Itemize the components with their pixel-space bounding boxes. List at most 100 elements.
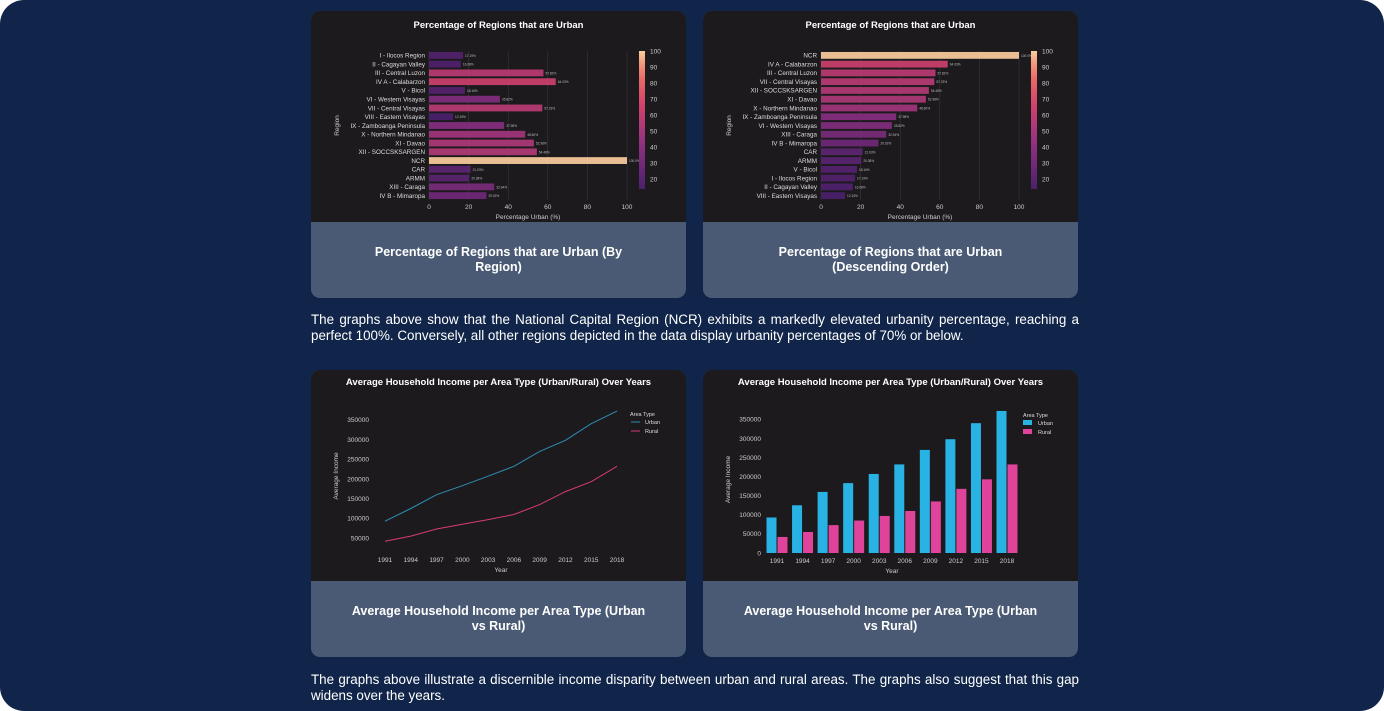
data-label: 12.15% bbox=[455, 115, 466, 119]
bar bbox=[821, 87, 929, 94]
x-tick-label: 0 bbox=[427, 204, 431, 211]
bar-rural bbox=[777, 536, 788, 553]
bar bbox=[821, 60, 948, 68]
category-label: X - Northern Mindanao bbox=[361, 132, 425, 139]
bar bbox=[821, 113, 897, 121]
bar-urban bbox=[894, 464, 905, 553]
category-label: V - Bicol bbox=[794, 167, 817, 174]
x-tick-label: 2018 bbox=[1000, 558, 1015, 565]
urbanity-paragraph: The graphs above show that the National … bbox=[311, 312, 1079, 343]
chart-plot: Average Household Income per Area Type (… bbox=[703, 370, 1078, 581]
data-label: 64.03% bbox=[558, 80, 569, 84]
x-tick-label: 1994 bbox=[404, 557, 419, 564]
y-tick-label: 100000 bbox=[347, 516, 369, 523]
chart-caption: Average Household Income per Area Type (… bbox=[351, 604, 646, 633]
bar-rural bbox=[879, 515, 890, 553]
x-axis-label: Percentage Urban (%) bbox=[888, 214, 953, 221]
y-tick-label: 200000 bbox=[739, 474, 761, 481]
bar bbox=[429, 51, 464, 59]
category-label: ARMM bbox=[798, 158, 817, 165]
bar-rural bbox=[854, 520, 865, 553]
x-tick-label: 2012 bbox=[949, 558, 964, 565]
x-axis-label: Percentage Urban (%) bbox=[496, 214, 561, 221]
bar bbox=[429, 139, 534, 147]
data-label: 20.38% bbox=[471, 177, 482, 181]
bar bbox=[821, 174, 856, 182]
bar-urban bbox=[996, 410, 1007, 553]
x-tick-label: 60 bbox=[544, 204, 552, 211]
legend-title: Area Type bbox=[1023, 413, 1048, 419]
bar bbox=[429, 113, 454, 121]
income-bar-chart: Average Household Income per Area Type (… bbox=[725, 377, 1053, 575]
bar-urban bbox=[792, 505, 803, 553]
data-label: 57.23% bbox=[544, 106, 555, 110]
bar-urban bbox=[766, 517, 777, 553]
category-label: CAR bbox=[804, 149, 818, 156]
category-label: CAR bbox=[412, 167, 426, 174]
bar-rural bbox=[803, 532, 814, 553]
data-label: 21.03% bbox=[473, 168, 484, 172]
y-tick-label: 50000 bbox=[351, 535, 369, 542]
colorbar-tick-label: 20 bbox=[1042, 177, 1050, 184]
data-label: 57.23% bbox=[936, 80, 947, 84]
colorbar bbox=[639, 51, 645, 189]
urban-percentage-descending-chart: Percentage of Regions that are Urban 0 20 4… bbox=[726, 20, 1053, 221]
x-tick-label: 2000 bbox=[846, 558, 861, 565]
colorbar-tick-label: 90 bbox=[650, 64, 658, 71]
data-label: 17.19% bbox=[465, 54, 476, 58]
y-tick-label: 200000 bbox=[347, 476, 369, 483]
data-label: 29.02% bbox=[488, 194, 499, 198]
bar bbox=[429, 122, 505, 129]
bar bbox=[429, 95, 500, 103]
y-tick-label: 300000 bbox=[739, 436, 761, 443]
category-label: XIII - Caraga bbox=[389, 184, 425, 191]
bar bbox=[821, 157, 862, 164]
colorbar-tick-label: 90 bbox=[1042, 64, 1050, 71]
bar-rural bbox=[905, 511, 916, 553]
bar bbox=[821, 51, 1019, 59]
data-label: 35.82% bbox=[502, 98, 513, 102]
data-label: 54.48% bbox=[539, 150, 550, 154]
chart-caption: Percentage of Regions that are Urban (De… bbox=[778, 245, 1003, 274]
x-tick-label: 2003 bbox=[481, 557, 496, 564]
series-line-urban bbox=[384, 410, 618, 522]
chart-card-income-bar: Average Household Income per Area Type (… bbox=[703, 370, 1078, 657]
x-axis-label: Year bbox=[494, 567, 508, 574]
income-paragraph: The graphs above illustrate a discernibl… bbox=[311, 672, 1079, 703]
colorbar-tick-label: 60 bbox=[650, 112, 658, 119]
bar-rural bbox=[828, 525, 839, 553]
data-label: 16.08% bbox=[463, 63, 474, 67]
x-tick-label: 2009 bbox=[923, 558, 938, 565]
category-label: XI - Davao bbox=[787, 97, 817, 104]
chart-plot: Average Household Income per Area Type (… bbox=[311, 370, 686, 581]
legend-label: Rural bbox=[1038, 430, 1051, 436]
bar bbox=[821, 130, 887, 138]
colorbar bbox=[1031, 51, 1037, 189]
bar bbox=[821, 78, 935, 86]
data-label: 57.82% bbox=[545, 71, 556, 75]
x-tick-label: 20 bbox=[857, 204, 865, 211]
colorbar-tick-label: 30 bbox=[650, 161, 658, 168]
data-label: 32.94% bbox=[496, 185, 507, 189]
x-tick-label: 2012 bbox=[558, 557, 573, 564]
category-label: VII - Central Visayas bbox=[368, 105, 425, 112]
legend-title: Area Type bbox=[630, 412, 655, 418]
bar bbox=[429, 157, 627, 164]
data-label: 32.94% bbox=[888, 133, 899, 137]
x-tick-label: 80 bbox=[976, 204, 984, 211]
category-label: IV A - Calabarzon bbox=[768, 61, 818, 68]
data-label: 52.98% bbox=[536, 142, 547, 146]
category-label: VIII - Eastern Visayas bbox=[757, 193, 817, 200]
bar bbox=[429, 78, 556, 86]
bar bbox=[429, 165, 471, 173]
chart-card-urban-descending: Percentage of Regions that are Urban 0 20 4… bbox=[703, 11, 1078, 298]
data-label: 48.60% bbox=[919, 106, 930, 110]
y-tick-label: 100000 bbox=[739, 512, 761, 519]
category-label: IV B - Mimaropa bbox=[772, 140, 818, 147]
bar bbox=[429, 87, 465, 94]
colorbar-tick-label: 80 bbox=[1042, 80, 1050, 87]
category-label: ARMM bbox=[406, 175, 425, 182]
data-label: 54.48% bbox=[931, 89, 942, 93]
x-tick-label: 2006 bbox=[507, 557, 522, 564]
